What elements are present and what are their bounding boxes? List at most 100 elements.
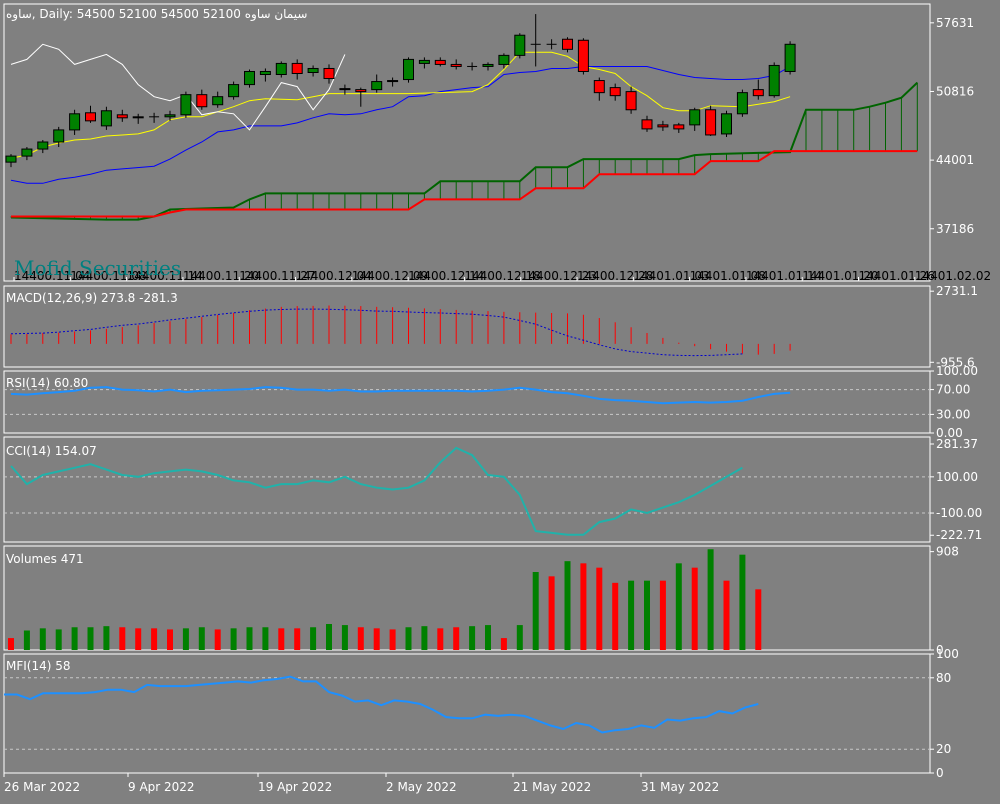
volume-bar	[500, 638, 507, 650]
main-tick-label: 50816	[936, 84, 974, 98]
candle-bull	[69, 113, 81, 131]
candle-bear	[609, 87, 621, 97]
top-axis-label: 14400.11.04	[14, 269, 90, 283]
candle-bear	[562, 38, 573, 50]
candle-bear	[450, 63, 462, 67]
cci-tick-label: -100.00	[936, 506, 982, 520]
volume-bar	[182, 628, 189, 650]
volume-bar	[612, 582, 619, 650]
candle-bull	[275, 62, 287, 76]
vol-tick-label: 908	[936, 545, 959, 559]
top-axis-label: 14400.12.14	[408, 269, 484, 283]
volume-bar	[119, 627, 126, 650]
cci-tick-label: 100.00	[936, 470, 978, 484]
volume-bar	[628, 580, 635, 650]
volume-bar	[71, 627, 78, 650]
candle-bear	[355, 89, 367, 93]
mfi-label: MFI(14) 58	[6, 659, 71, 673]
candle-bull	[403, 58, 414, 81]
volume-bar	[87, 627, 94, 650]
volume-bar	[167, 629, 173, 650]
candle-bear	[625, 91, 637, 111]
volume-bar	[310, 627, 317, 650]
top-axis-label: 14401.01.20	[802, 269, 878, 283]
volume-bar	[405, 627, 412, 650]
candle-bear	[434, 59, 446, 65]
main-tick-label: 44001	[936, 153, 974, 167]
candle-bear	[196, 94, 208, 108]
top-axis-label: 14400.12.04	[296, 269, 372, 283]
volume-bar	[469, 626, 476, 650]
volume-bar	[755, 589, 762, 650]
pane-frame-rsi	[3, 370, 931, 434]
top-axis-label: 14401.02.02	[915, 269, 991, 283]
candle-bull	[736, 92, 748, 115]
candle-bull	[5, 155, 17, 163]
volume-bar	[532, 572, 539, 650]
vol-tick-label: 0	[936, 643, 944, 657]
volume-bar	[564, 561, 571, 650]
volume-bar	[723, 580, 730, 650]
candle-bull	[768, 64, 780, 97]
volume-bar	[357, 627, 364, 650]
candle-bear	[339, 88, 351, 91]
top-axis-label: 14400.11.08	[70, 269, 146, 283]
kijun-line	[11, 150, 918, 218]
rsi-tick-label: 100.00	[936, 364, 978, 378]
candle-bear	[705, 109, 717, 136]
chikou-line	[10, 43, 346, 131]
top-axis-label: 14400.12.09	[352, 269, 428, 283]
volume-bar	[151, 628, 158, 650]
volume-bar	[580, 563, 587, 650]
volume-bar	[437, 628, 444, 650]
volume-bar	[23, 630, 30, 650]
volume-bar	[485, 625, 491, 650]
candle-bull	[784, 43, 796, 72]
volume-bar	[103, 626, 110, 650]
top-axis-label: 14401.01.08	[690, 269, 766, 283]
top-axis-label: 14400.11.20	[183, 269, 259, 283]
volume-bar	[389, 629, 396, 650]
candle-bull	[164, 114, 176, 118]
candle-bull	[418, 59, 430, 64]
volume-bar	[516, 625, 523, 650]
candle-bear	[577, 39, 589, 72]
cci-label: CCI(14) 154.07	[6, 444, 97, 458]
top-axis-label: 14401.01.03	[633, 269, 709, 283]
candle-bull	[244, 70, 255, 86]
cci-tick-label: -222.71	[936, 528, 982, 542]
rsi-tick-label: 30.00	[936, 407, 970, 421]
volume-bar	[341, 625, 348, 650]
watermark: Mofid Securities	[14, 256, 181, 280]
candle-bull	[37, 141, 49, 150]
top-axis-label: 14401.01.14	[746, 269, 822, 283]
x-axis-label: 19 Apr 2022	[258, 780, 332, 794]
top-axis-label: 14401.01.26	[859, 269, 935, 283]
top-axis-label: 14400.11.27	[239, 269, 315, 283]
senkou-span-b-line	[10, 81, 918, 221]
volume-bar	[246, 627, 253, 650]
volumes-label: Volumes 471	[6, 552, 84, 566]
candle-bull	[21, 148, 33, 157]
volume-bar	[453, 627, 460, 650]
macd-tick-label: 2731.1	[936, 284, 978, 298]
x-axis-label: 21 May 2022	[513, 780, 591, 794]
top-axis-label: 14400.11.14	[127, 269, 203, 283]
pane-frame-macd	[3, 285, 931, 368]
volume-bar	[691, 567, 698, 650]
volume-bar	[135, 628, 142, 650]
volume-bar	[644, 580, 650, 650]
volume-bar	[278, 628, 285, 650]
pane-frame-vol	[3, 545, 931, 651]
candle-bull	[132, 116, 144, 119]
main-title: ساوه, Daily: 54500 52100 54500 52100 سیم…	[6, 7, 307, 22]
envelope-line	[10, 66, 791, 184]
volume-bar	[262, 627, 269, 650]
pane-frame-mfi	[3, 653, 931, 774]
candle-bull	[387, 80, 399, 83]
mfi-line	[4, 675, 759, 734]
cci-line	[10, 446, 743, 536]
rsi-label: RSI(14) 60.80	[6, 376, 88, 390]
